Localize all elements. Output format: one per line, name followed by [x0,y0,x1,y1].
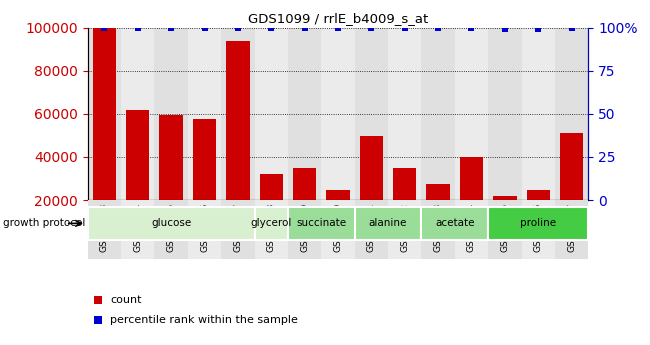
Bar [521,28,555,200]
Bar [321,200,355,259]
Bar [293,168,317,243]
Bar [355,207,421,240]
Text: GSM37077: GSM37077 [567,203,576,252]
Text: GSM37071: GSM37071 [367,203,376,252]
Text: GSM37063: GSM37063 [100,203,109,252]
Bar [455,200,488,259]
Point [400,25,410,30]
Bar [221,28,255,200]
Text: GSM37072: GSM37072 [400,203,410,252]
Bar [288,207,355,240]
Bar [421,28,455,200]
Bar [193,119,216,243]
Bar [555,28,588,200]
Point [433,25,443,30]
Text: glycerol: glycerol [251,218,292,228]
Bar [488,200,521,259]
Bar [121,200,155,259]
Bar [355,200,388,259]
Point [266,25,276,30]
Bar [226,41,250,243]
Bar [121,28,155,200]
Bar [93,28,116,243]
Bar [188,28,221,200]
Point [533,27,543,32]
Point [500,27,510,32]
Text: GSM37075: GSM37075 [500,203,510,252]
Bar [321,28,355,200]
Point [99,25,110,30]
Bar [555,200,588,259]
Text: GSM37073: GSM37073 [434,203,443,252]
Bar [288,200,321,259]
Bar [488,207,588,240]
Point [166,25,176,30]
Point [133,25,143,30]
Title: GDS1099 / rrlE_b4009_s_at: GDS1099 / rrlE_b4009_s_at [248,12,428,25]
Bar [126,110,150,243]
Bar [155,200,188,259]
Bar [421,207,488,240]
Text: proline: proline [520,218,556,228]
Text: acetate: acetate [435,218,474,228]
Text: GSM37074: GSM37074 [467,203,476,252]
Bar [455,28,488,200]
Text: alanine: alanine [369,218,408,228]
Bar [488,28,521,200]
Point [92,317,103,323]
Text: GSM37068: GSM37068 [266,203,276,252]
Text: GSM37065: GSM37065 [166,203,176,252]
Bar [255,28,288,200]
Bar [388,28,421,200]
Bar [460,157,483,243]
Text: count: count [111,295,142,305]
Point [333,25,343,30]
Text: growth protocol: growth protocol [3,218,86,228]
Text: GSM37076: GSM37076 [534,203,543,252]
Text: succinate: succinate [296,218,346,228]
Point [466,25,476,30]
Bar [388,200,421,259]
Bar [326,190,350,243]
Point [233,25,243,30]
Bar [155,28,188,200]
Text: percentile rank within the sample: percentile rank within the sample [111,315,298,325]
Point [92,297,103,303]
Point [200,25,210,30]
Text: glucose: glucose [151,218,191,228]
Text: GSM37070: GSM37070 [333,203,343,252]
Bar [221,200,255,259]
Bar [493,196,517,243]
Text: GSM37069: GSM37069 [300,203,309,252]
Bar [88,207,255,240]
Text: GSM37064: GSM37064 [133,203,142,252]
Bar [560,133,583,243]
Bar [255,200,288,259]
Point [566,25,577,30]
Bar [259,174,283,243]
Bar [188,200,221,259]
Point [366,25,376,30]
Text: GSM37067: GSM37067 [233,203,242,252]
Bar [255,207,288,240]
Bar [426,184,450,243]
Bar [159,115,183,243]
Point [300,25,310,30]
Bar [88,28,121,200]
Bar [526,190,550,243]
Bar [521,200,555,259]
Bar [88,200,121,259]
Bar [355,28,388,200]
Bar [359,137,383,243]
Bar [288,28,321,200]
Bar [393,168,417,243]
Text: GSM37066: GSM37066 [200,203,209,252]
Bar [421,200,455,259]
